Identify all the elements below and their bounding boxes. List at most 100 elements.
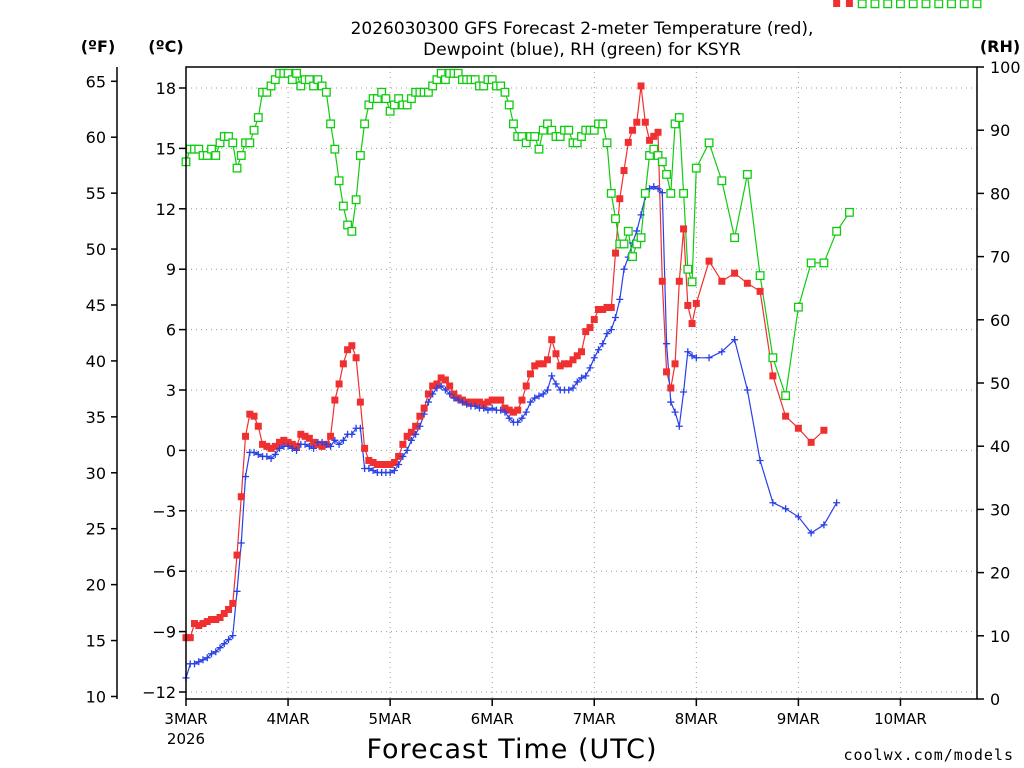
dewpoint-point [420, 410, 428, 418]
dewpoint-point [769, 499, 777, 507]
dewpoint-point [756, 456, 764, 464]
dewpoint-point [454, 396, 462, 404]
dewpoint-point [348, 430, 356, 438]
credit-text: coolwx.com/models [843, 746, 1014, 764]
dewpoint-point [471, 402, 479, 410]
temperature-point [216, 614, 224, 622]
dewpoint-point [680, 388, 688, 396]
dewpoint-point [288, 444, 296, 452]
dewpoint-point [552, 380, 560, 388]
dewpoint-point [612, 314, 620, 322]
dewpoint-point [301, 440, 309, 448]
temperature-point [756, 287, 764, 295]
temperature-point [441, 376, 449, 384]
temperature-point [186, 634, 194, 642]
temperature-point [276, 438, 284, 446]
rh-point [832, 226, 842, 236]
dewpoint-point [441, 386, 449, 394]
temperature-point [633, 118, 641, 126]
dewpoint-point [446, 390, 454, 398]
temperature-point [288, 440, 296, 448]
rh-point [338, 201, 348, 211]
rh-point [321, 87, 331, 97]
temperature-point [327, 432, 335, 440]
rh-point [628, 252, 637, 262]
temperature-point [505, 406, 513, 414]
temperature-point [331, 396, 339, 404]
dewpoint-point [718, 348, 726, 356]
temperature-point [845, 0, 853, 7]
dewpoint-point [191, 660, 199, 668]
rh-point [249, 125, 259, 135]
dewpoint-point [450, 394, 458, 402]
temperature-point [348, 342, 356, 350]
rh-point [657, 157, 667, 167]
rh-point [896, 0, 905, 9]
dewpoint-point [267, 454, 275, 462]
rh-point [691, 163, 701, 173]
rh-point [509, 119, 518, 129]
dewpoint-point [293, 446, 301, 454]
dewpoint-line [185, 186, 838, 679]
rh-point [619, 239, 629, 249]
temperature-point [412, 422, 420, 430]
rh-point [347, 226, 357, 236]
rh-point [674, 113, 684, 123]
celsius-tick-label: 6 [166, 321, 176, 340]
temperature-point [233, 551, 241, 559]
temperature-point [259, 440, 267, 448]
dewpoint-point [582, 372, 590, 380]
temperature-point [535, 360, 543, 368]
fahrenheit-tick-label: 60 [86, 128, 106, 147]
temperature-point [220, 609, 228, 617]
rh-tick-label: 50 [990, 374, 1010, 393]
temperature-point [595, 305, 603, 313]
rh-point [598, 119, 608, 129]
dewpoint-point [543, 386, 551, 394]
dewpoint-point [463, 400, 471, 408]
temperature-point [769, 372, 777, 380]
dewpoint-point [399, 452, 407, 460]
x-tick-label: 8MAR [675, 710, 718, 728]
x-tick-label: 3MAR [164, 710, 207, 728]
rh-point [504, 100, 514, 110]
dewpoint-point [229, 632, 237, 640]
dewpoint-point [514, 418, 522, 426]
dewpoint-point [658, 189, 666, 197]
dewpoint-point [322, 440, 330, 448]
dewpoint-point [578, 374, 585, 382]
temperature-point [484, 398, 492, 406]
temperature-point [390, 458, 398, 466]
dewpoint-point [620, 265, 628, 273]
temperature-point [352, 354, 360, 362]
dewpoint-point [310, 444, 318, 452]
rh-point [351, 195, 361, 205]
plot-frame [185, 66, 978, 700]
temperature-point [569, 356, 577, 364]
dewpoint-point [271, 450, 279, 458]
rh-point [245, 138, 255, 148]
temperature-point [616, 195, 624, 203]
temperature-point [794, 424, 802, 432]
rh-point [819, 258, 829, 268]
dewpoint-point [607, 326, 615, 334]
rh-tick-label: 70 [990, 248, 1010, 267]
rh-point [781, 391, 791, 401]
dewpoint-point [807, 529, 815, 537]
temperature-point [471, 398, 479, 406]
temperature-point [531, 362, 539, 370]
temperature-point [284, 438, 292, 446]
temperature-point [301, 432, 309, 440]
rh-point [236, 151, 246, 160]
dewpoint-point [390, 467, 398, 475]
temperature-point [590, 316, 598, 324]
rh-tick-label: 40 [990, 437, 1010, 456]
celsius-tick-label: −12 [142, 683, 176, 702]
rh-point [326, 119, 336, 129]
rh-tick-label: 10 [990, 627, 1010, 646]
temperature-point [680, 225, 688, 233]
temperature-point [339, 360, 347, 368]
rh-tick-label: 100 [990, 58, 1021, 77]
temperature-point [293, 442, 301, 450]
rh-tick-label: 80 [990, 184, 1010, 203]
